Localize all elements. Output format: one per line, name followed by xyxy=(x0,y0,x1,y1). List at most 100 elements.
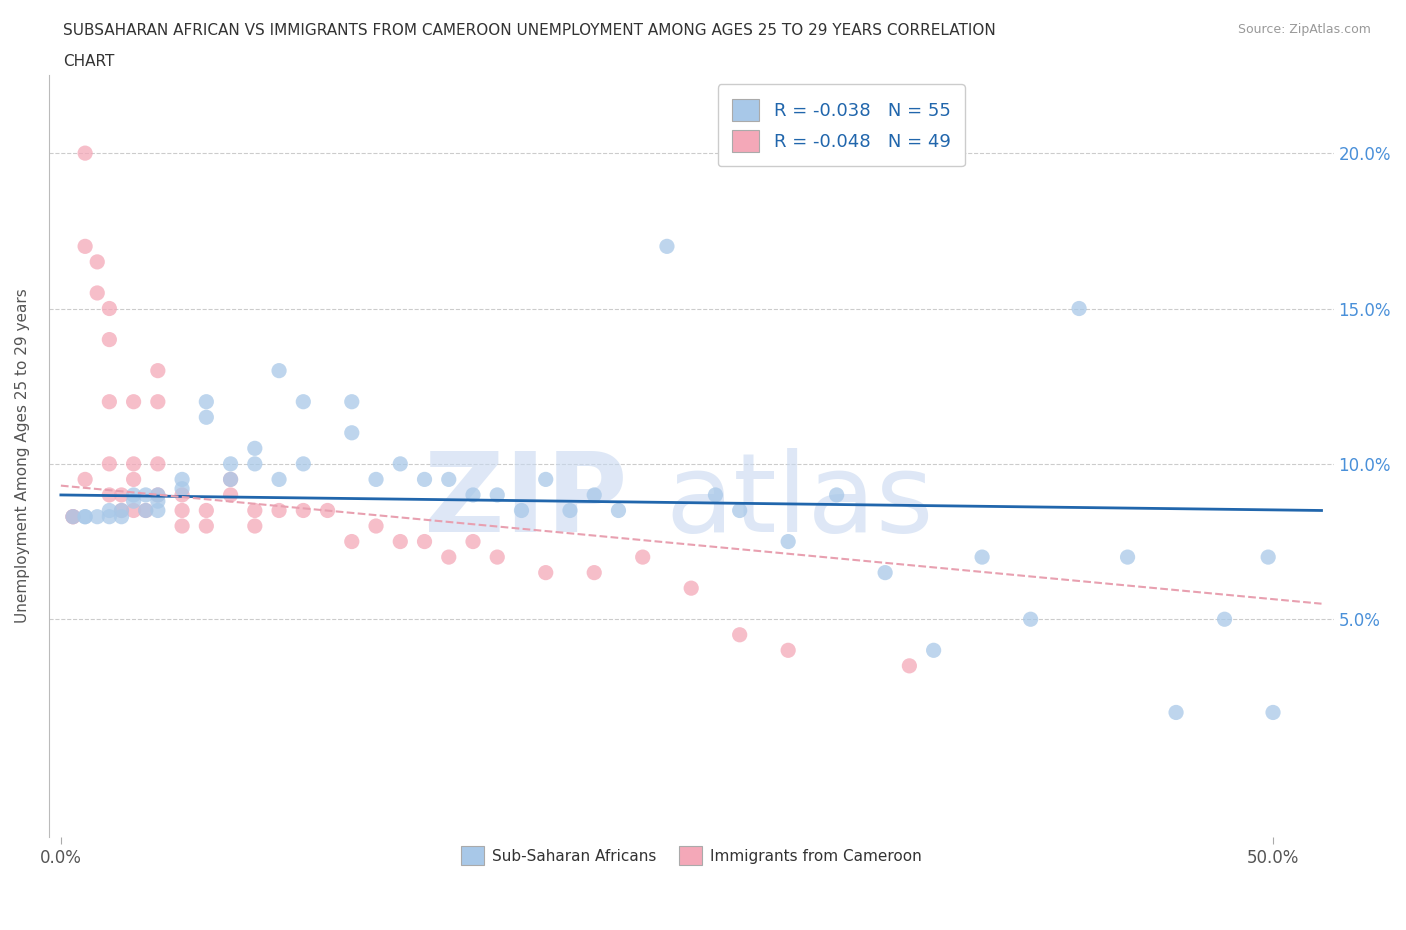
Point xyxy=(172,519,194,534)
Point xyxy=(110,503,132,518)
Point xyxy=(98,332,121,347)
Point xyxy=(98,301,121,316)
Point xyxy=(486,550,509,565)
Point xyxy=(146,487,169,502)
Point xyxy=(728,628,751,643)
Point xyxy=(110,487,132,502)
Point xyxy=(534,565,557,580)
Point xyxy=(778,534,800,549)
Point xyxy=(195,394,218,409)
Point xyxy=(631,550,654,565)
Point xyxy=(461,534,484,549)
Point xyxy=(110,503,132,518)
Point xyxy=(135,503,157,518)
Point xyxy=(86,286,108,300)
Point xyxy=(75,472,97,486)
Point xyxy=(86,510,108,525)
Point xyxy=(75,510,97,525)
Point xyxy=(62,510,84,525)
Point xyxy=(135,503,157,518)
Point xyxy=(62,510,84,525)
Point xyxy=(146,494,169,509)
Point xyxy=(437,472,460,486)
Point xyxy=(340,534,363,549)
Text: SUBSAHARAN AFRICAN VS IMMIGRANTS FROM CAMEROON UNEMPLOYMENT AMONG AGES 25 TO 29 : SUBSAHARAN AFRICAN VS IMMIGRANTS FROM CA… xyxy=(63,23,995,38)
Point xyxy=(146,487,169,502)
Point xyxy=(75,239,97,254)
Point xyxy=(172,487,194,502)
Point xyxy=(195,503,218,518)
Point xyxy=(122,472,145,486)
Point xyxy=(172,482,194,497)
Point xyxy=(922,643,945,658)
Point xyxy=(75,146,97,161)
Point xyxy=(583,487,606,502)
Point xyxy=(75,510,97,525)
Point xyxy=(243,457,266,472)
Point xyxy=(219,472,242,486)
Point xyxy=(875,565,897,580)
Point xyxy=(172,503,194,518)
Point xyxy=(413,534,436,549)
Point xyxy=(1164,705,1187,720)
Point xyxy=(243,441,266,456)
Point xyxy=(172,472,194,486)
Point xyxy=(583,565,606,580)
Point xyxy=(461,487,484,502)
Point xyxy=(219,487,242,502)
Point xyxy=(340,425,363,440)
Point xyxy=(486,487,509,502)
Point xyxy=(364,519,387,534)
Point xyxy=(122,494,145,509)
Point xyxy=(898,658,921,673)
Point xyxy=(267,472,290,486)
Point xyxy=(98,487,121,502)
Point xyxy=(728,503,751,518)
Point xyxy=(510,503,533,518)
Point xyxy=(1257,550,1279,565)
Point xyxy=(98,394,121,409)
Point xyxy=(62,510,84,525)
Point xyxy=(135,487,157,502)
Point xyxy=(1067,301,1090,316)
Point xyxy=(219,457,242,472)
Point xyxy=(219,472,242,486)
Point xyxy=(292,503,315,518)
Point xyxy=(292,457,315,472)
Point xyxy=(243,519,266,534)
Point xyxy=(146,457,169,472)
Point xyxy=(364,472,387,486)
Point xyxy=(243,503,266,518)
Point xyxy=(122,457,145,472)
Point xyxy=(98,503,121,518)
Point xyxy=(1116,550,1139,565)
Point xyxy=(681,580,703,595)
Point xyxy=(534,472,557,486)
Point xyxy=(110,510,132,525)
Point xyxy=(316,503,339,518)
Point xyxy=(1261,705,1284,720)
Point xyxy=(146,503,169,518)
Text: Source: ZipAtlas.com: Source: ZipAtlas.com xyxy=(1237,23,1371,36)
Point xyxy=(267,503,290,518)
Legend: Sub-Saharan Africans, Immigrants from Cameroon: Sub-Saharan Africans, Immigrants from Ca… xyxy=(456,840,928,871)
Point xyxy=(195,519,218,534)
Point xyxy=(1213,612,1236,627)
Y-axis label: Unemployment Among Ages 25 to 29 years: Unemployment Among Ages 25 to 29 years xyxy=(15,288,30,623)
Point xyxy=(98,457,121,472)
Point xyxy=(146,364,169,379)
Point xyxy=(704,487,727,502)
Point xyxy=(195,410,218,425)
Point xyxy=(267,364,290,379)
Point xyxy=(389,457,412,472)
Point xyxy=(413,472,436,486)
Point xyxy=(122,394,145,409)
Text: CHART: CHART xyxy=(63,54,115,69)
Point xyxy=(146,394,169,409)
Point xyxy=(558,503,581,518)
Point xyxy=(122,503,145,518)
Point xyxy=(437,550,460,565)
Point xyxy=(607,503,630,518)
Point xyxy=(778,643,800,658)
Point xyxy=(292,394,315,409)
